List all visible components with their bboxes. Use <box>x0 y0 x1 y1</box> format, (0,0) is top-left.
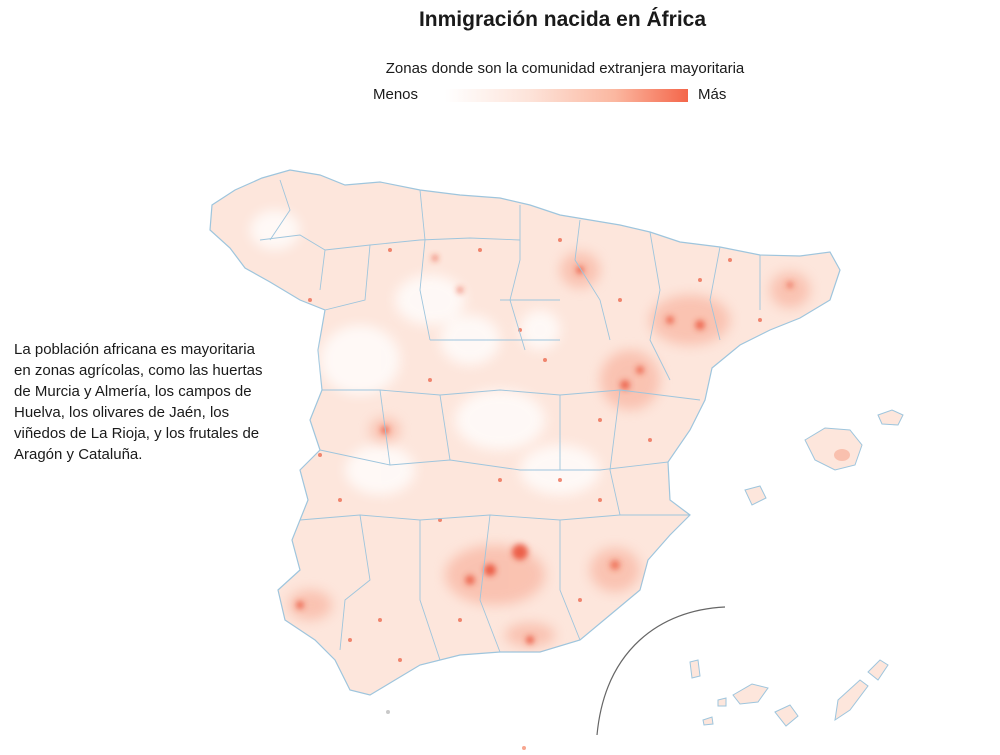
hotspot-almeria <box>526 636 534 644</box>
hotspot-catalonia <box>787 282 793 288</box>
map-annotation: La población africana es mayoritaria en … <box>14 341 263 463</box>
ceuta <box>386 710 390 714</box>
hotspot-teruel <box>620 380 630 390</box>
province-borders <box>259 179 761 661</box>
hotspot-aragon-2 <box>666 316 674 324</box>
la-gomera <box>717 697 727 707</box>
hotspot-jaen-2 <box>484 564 496 576</box>
ibiza <box>744 485 767 506</box>
melilla <box>522 746 526 750</box>
legend-color-ramp <box>445 89 688 102</box>
hotspot-burgos <box>432 255 438 261</box>
tenerife <box>732 683 769 705</box>
mainland-spain <box>209 169 841 696</box>
balearic-islands <box>744 409 904 506</box>
hotspot-huelva <box>296 601 304 609</box>
legend-low-label: Menos <box>373 86 419 103</box>
hotspot-murcia <box>610 560 620 570</box>
hotspot-jaen <box>512 544 528 560</box>
low-density-areas <box>250 210 600 495</box>
lanzarote <box>867 659 889 681</box>
hotspot-burgos-2 <box>457 287 463 293</box>
hotspot-jaen-3 <box>465 575 475 585</box>
mallorca <box>804 427 863 471</box>
hotspot-teruel-2 <box>636 366 644 374</box>
legend-high-label: Más <box>698 86 727 103</box>
canary-inset-frame <box>596 606 726 736</box>
la-palma <box>689 659 701 679</box>
fuerteventura <box>834 679 869 722</box>
menorca <box>877 409 904 426</box>
hotspot-aragon <box>695 320 705 330</box>
el-hierro <box>702 716 714 726</box>
gran-canaria <box>774 704 799 727</box>
scattered-dots <box>308 238 762 662</box>
high-density-hotspots <box>296 255 793 644</box>
canary-islands <box>689 659 889 727</box>
legend-subtitle: Zonas donde son la comunidad extranjera … <box>385 60 745 77</box>
map-title: Inmigración nacida en África <box>418 8 707 31</box>
